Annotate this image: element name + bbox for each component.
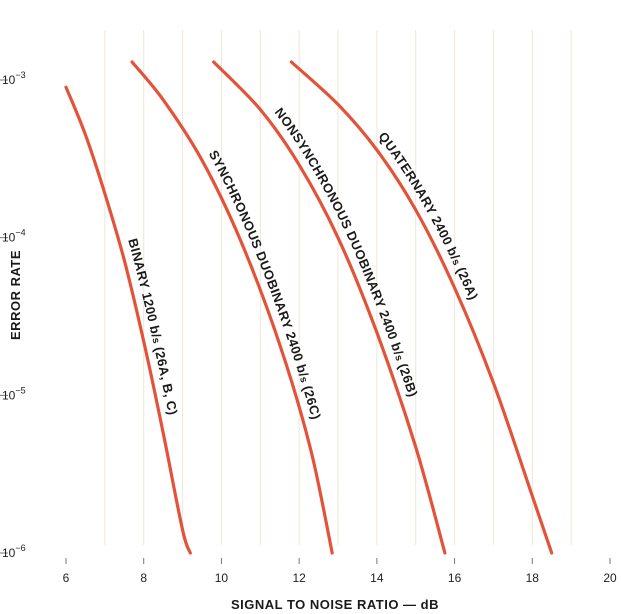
curve-label-part: 2400 [283,330,307,363]
x-axis-title: SIGNAL TO NOISE RATIO — dB [231,597,439,612]
y-tick-base: 10 [2,73,16,87]
curve-label-2: SYNCHRONOUS DUOBINARY 2400 b/s (26C) [206,148,324,422]
x-tick-label: 16 [448,571,462,585]
curve-label-part: 1200 [139,291,160,324]
curve-label-part: s [449,258,462,268]
curve-label-part: NONSYNCHRONOUS DUOBINARY [272,105,390,314]
curve-label-part: b/ [292,359,311,379]
x-tick-label: 20 [603,571,617,585]
curve-label-part: s [297,376,309,385]
curve-label-part: (26A, B, C) [151,342,181,417]
curve-label-part: s [149,337,161,345]
y-tick-base: 10 [2,546,16,560]
series-line-4 [289,60,554,555]
y-tick-label: 10−6 [2,543,26,560]
curve-label-part: SYNCHRONOUS DUOBINARY [206,148,297,335]
y-axis-title: ERROR RATE [8,250,23,340]
y-tick-exponent: −3 [15,70,25,80]
series-line-3 [212,60,447,555]
curve-label-part: b/ [146,320,164,339]
curve-labels: BINARY 1200 b/s (26A, B, C)SYNCHRONOUS D… [125,105,481,421]
x-tick-label: 18 [526,571,540,585]
series-lines [64,60,554,555]
curve-label-part: b/ [387,337,407,358]
y-tick-label: 10−3 [2,70,26,87]
y-tick-exponent: −4 [15,228,25,238]
x-tick-label: 12 [292,571,306,585]
x-tick-label: 10 [215,571,229,585]
y-tick-label: 10−4 [2,228,26,245]
y-tick-label: 10−5 [2,385,26,402]
series-line-2 [130,60,334,555]
series-line-1 [64,85,192,555]
y-tick-exponent: −5 [15,385,25,395]
x-tick-label: 8 [140,571,147,585]
curve-label-4: QUATERNARY 2400 b/s (26A) [375,129,481,302]
x-tick-label: 6 [63,571,70,585]
y-tick-base: 10 [2,388,16,402]
y-tick-exponent: −6 [15,543,25,553]
curve-label-part: (26A) [452,261,481,302]
y-axis-ticks: 10−310−410−510−6 [0,70,26,560]
curve-label-part: QUATERNARY [375,129,441,220]
y-tick-base: 10 [2,231,16,245]
curve-label-part: b/ [442,241,463,262]
faint-background-grid [104,30,572,545]
x-tick-label: 14 [370,571,384,585]
x-axis-ticks: 6 8 10 12 14 16 18 20 [63,558,617,585]
curve-label-part: s [392,354,404,363]
